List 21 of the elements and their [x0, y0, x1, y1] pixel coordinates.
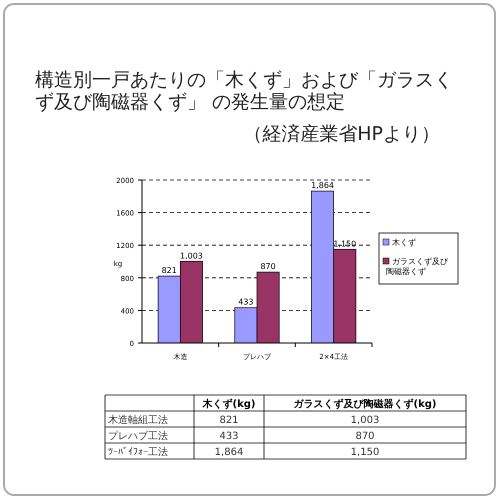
text: 433: [219, 431, 239, 442]
text: ガラスくず及び陶磁器くず(kg): [294, 398, 436, 410]
text: 1,864: [214, 447, 244, 458]
data-label: 1,864: [311, 181, 334, 190]
text: 1,003: [350, 415, 380, 426]
legend-label: ガラスくず及び陶磁器くず: [386, 257, 449, 276]
text: 870: [355, 431, 375, 442]
text: 木くず(kg): [202, 398, 256, 410]
data-label: 1,150: [333, 239, 356, 248]
text: 木造軸組工法: [108, 414, 168, 426]
data-label: 1,003: [180, 251, 203, 260]
text: ﾂｰﾊﾞｲﾌｫｰ工法: [108, 446, 168, 458]
data-label: 821: [162, 266, 177, 276]
legend-label: 木くず: [392, 238, 416, 247]
data-label: 433: [238, 298, 254, 307]
chart-subtitle: （経済産業省HPより）: [243, 123, 440, 145]
text: 821: [219, 415, 239, 426]
text: 1,150: [350, 447, 380, 458]
chart-title: 構造別一戸あたりの「木くず」および「ガラスくず及び陶磁器くず」 の発生量の想定: [35, 69, 453, 113]
data-label: 870: [260, 262, 276, 272]
text: プレハブ工法: [108, 430, 168, 442]
